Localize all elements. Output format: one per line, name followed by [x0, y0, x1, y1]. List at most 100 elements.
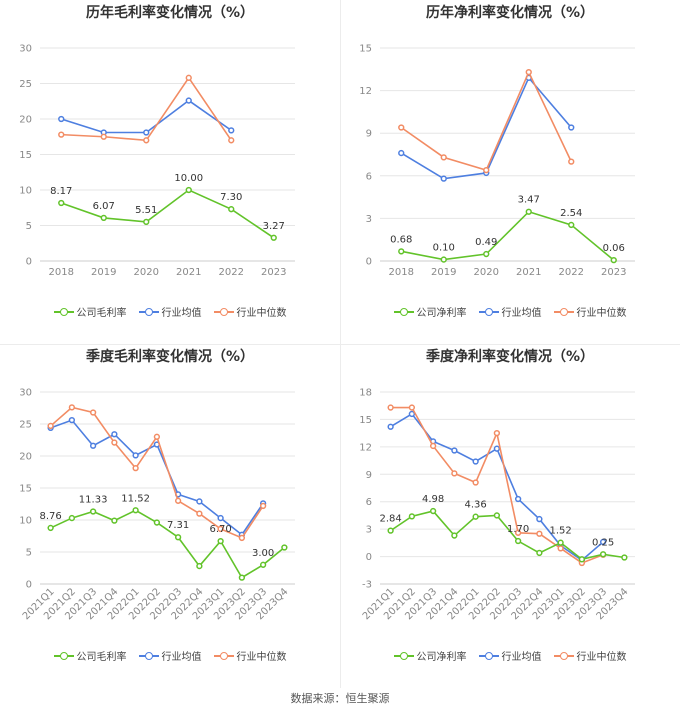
chart-quarterly-gross-margin: 季度毛利率变化情况（%） 0 5 10 15 20 25 30 2021Q1 2021Q2 202… [0, 344, 340, 688]
data-point-company [185, 186, 192, 194]
data-point-industry-median [196, 510, 203, 517]
data-point-industry-avg [143, 129, 150, 136]
legend-label: 行业均值 [501, 308, 542, 319]
legend-item-industry-median[interactable]: 行业中位数 [553, 648, 627, 663]
y-tick-label: 3 [366, 525, 372, 536]
chart-quarterly-net-margin: 季度净利率变化情况（%） -3 0 3 6 9 12 15 18 2021Q1 2021Q2 202… [340, 344, 680, 688]
data-point-industry-avg [185, 97, 192, 104]
data-label: 2.84 [379, 514, 401, 525]
data-point-industry-avg [493, 445, 501, 452]
legend-item-industry-median[interactable]: 行业中位数 [213, 304, 287, 319]
y-tick-label: 15 [19, 150, 32, 161]
data-point-company [557, 539, 564, 546]
legend-item-industry-avg[interactable]: 行业均值 [138, 648, 202, 663]
data-label: 4.98 [422, 494, 444, 505]
data-point-industry-median [89, 409, 97, 416]
data-point-company [387, 527, 394, 534]
legend-item-industry-median[interactable]: 行业中位数 [213, 648, 287, 663]
data-label: 0.25 [592, 537, 614, 548]
y-tick-label: 10 [19, 186, 32, 197]
data-point-industry-median [557, 545, 564, 552]
chart-plot: 0510152025302021Q12021Q22021Q32021Q42022… [19, 388, 295, 622]
data-point-industry-median [408, 404, 416, 411]
series-line-company [401, 210, 615, 261]
legend-label: 公司净利率 [416, 652, 467, 663]
data-point-company [440, 256, 447, 263]
legend-item-industry-median[interactable]: 行业中位数 [553, 304, 627, 319]
legend-item-company[interactable]: 公司毛利率 [53, 304, 127, 319]
legend-line-marker-icon [53, 651, 74, 661]
legend-line-marker-icon [478, 651, 499, 661]
y-tick-label: 5 [26, 548, 32, 559]
y-tick-label: 25 [19, 420, 32, 431]
data-label: 6.70 [209, 524, 231, 535]
legend-item-company[interactable]: 公司净利率 [393, 648, 467, 663]
data-point-company [270, 234, 277, 241]
x-tick-label: 2022 [559, 267, 584, 278]
data-point-company [398, 248, 405, 255]
data-label: 11.33 [79, 494, 108, 505]
y-tick-label: 3 [366, 214, 372, 225]
data-point-company [228, 206, 235, 213]
data-label: 1.52 [549, 526, 571, 537]
x-tick-label: 2018 [389, 267, 414, 278]
data-point-industry-median [514, 529, 522, 536]
data-point-company [451, 532, 458, 539]
data-label: 3.27 [263, 221, 285, 232]
y-tick-label: 15 [359, 415, 372, 426]
data-point-industry-median [483, 166, 490, 174]
data-point-industry-avg [514, 495, 522, 503]
data-label: 5.51 [135, 205, 157, 216]
data-point-industry-avg [398, 149, 405, 157]
data-point-industry-avg [89, 442, 97, 449]
data-point-industry-median [387, 404, 394, 411]
data-point-industry-median [259, 502, 267, 510]
data-point-company [100, 214, 107, 222]
data-point-industry-median [228, 137, 235, 144]
legend-item-industry-avg[interactable]: 行业均值 [478, 304, 542, 319]
data-point-industry-median [568, 158, 575, 165]
y-tick-label: -3 [362, 580, 372, 591]
data-point-industry-avg [111, 431, 118, 438]
legend-item-industry-avg[interactable]: 行业均值 [138, 304, 202, 319]
data-point-industry-median [440, 154, 447, 161]
y-tick-label: 0 [26, 257, 32, 268]
data-label: 8.76 [39, 511, 61, 522]
data-point-company [132, 507, 139, 514]
data-point-company [621, 554, 628, 561]
chart-annual-gross-margin: 历年毛利率变化情况（%） 0 5 10 15 20 25 30 2018 2019 2020 202… [0, 0, 340, 344]
data-label: 7.31 [167, 520, 189, 531]
y-tick-label: 20 [19, 115, 32, 126]
chart-title: 历年毛利率变化情况（%） [85, 5, 255, 21]
data-point-company [143, 218, 150, 226]
y-tick-label: 15 [359, 44, 372, 55]
x-tick-label: 2018 [49, 267, 74, 278]
legend-line-marker-icon [478, 307, 499, 317]
data-point-industry-median [398, 124, 405, 131]
data-point-company [599, 551, 607, 558]
legend-label: 公司毛利率 [76, 308, 127, 319]
legend-item-company[interactable]: 公司净利率 [393, 304, 467, 319]
data-label: 3.47 [518, 195, 540, 206]
data-point-industry-median [100, 133, 107, 140]
data-point-industry-avg [568, 124, 575, 131]
data-point-company [483, 250, 490, 258]
data-point-industry-median [111, 439, 118, 446]
data-label: 4.36 [464, 500, 486, 511]
data-point-industry-median [429, 442, 437, 450]
legend-item-industry-avg[interactable]: 行业均值 [478, 648, 542, 663]
data-label: 10.00 [174, 173, 203, 184]
legend-label: 公司净利率 [416, 308, 467, 319]
legend-item-company[interactable]: 公司毛利率 [53, 648, 127, 663]
data-point-industry-avg [536, 515, 543, 523]
y-tick-label: 0 [366, 257, 372, 268]
legend-line-marker-icon [53, 307, 74, 317]
y-tick-label: 30 [19, 388, 32, 399]
chart-plot: 0 3 6 9 12 15 2018 2019 2020 2021 2022 2023 0.68 0.10… [359, 44, 635, 278]
data-point-industry-median [536, 530, 543, 537]
data-point-industry-avg [196, 498, 203, 505]
legend-line-marker-icon [213, 651, 234, 661]
data-point-company [111, 517, 118, 524]
legend-label: 行业均值 [501, 652, 542, 663]
data-point-industry-median [143, 137, 150, 144]
